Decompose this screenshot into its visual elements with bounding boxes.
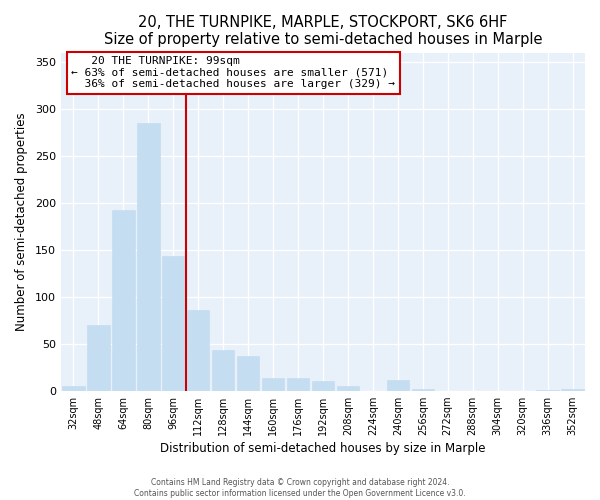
Bar [112,210,134,390]
Text: 20 THE TURNPIKE: 99sqm
← 63% of semi-detached houses are smaller (571)
  36% of : 20 THE TURNPIKE: 99sqm ← 63% of semi-det… [71,56,395,90]
Bar [87,325,110,390]
Text: Contains HM Land Registry data © Crown copyright and database right 2024.
Contai: Contains HM Land Registry data © Crown c… [134,478,466,498]
Bar [187,310,209,390]
Bar [386,380,409,390]
X-axis label: Distribution of semi-detached houses by size in Marple: Distribution of semi-detached houses by … [160,442,486,455]
Bar [337,386,359,390]
Bar [312,382,334,390]
Title: 20, THE TURNPIKE, MARPLE, STOCKPORT, SK6 6HF
Size of property relative to semi-d: 20, THE TURNPIKE, MARPLE, STOCKPORT, SK6… [104,15,542,48]
Bar [212,350,235,391]
Bar [412,389,434,390]
Bar [137,123,160,390]
Y-axis label: Number of semi-detached properties: Number of semi-detached properties [15,112,28,331]
Bar [162,256,184,390]
Bar [237,356,259,390]
Bar [62,386,85,390]
Bar [287,378,309,390]
Bar [262,378,284,390]
Bar [561,389,584,390]
